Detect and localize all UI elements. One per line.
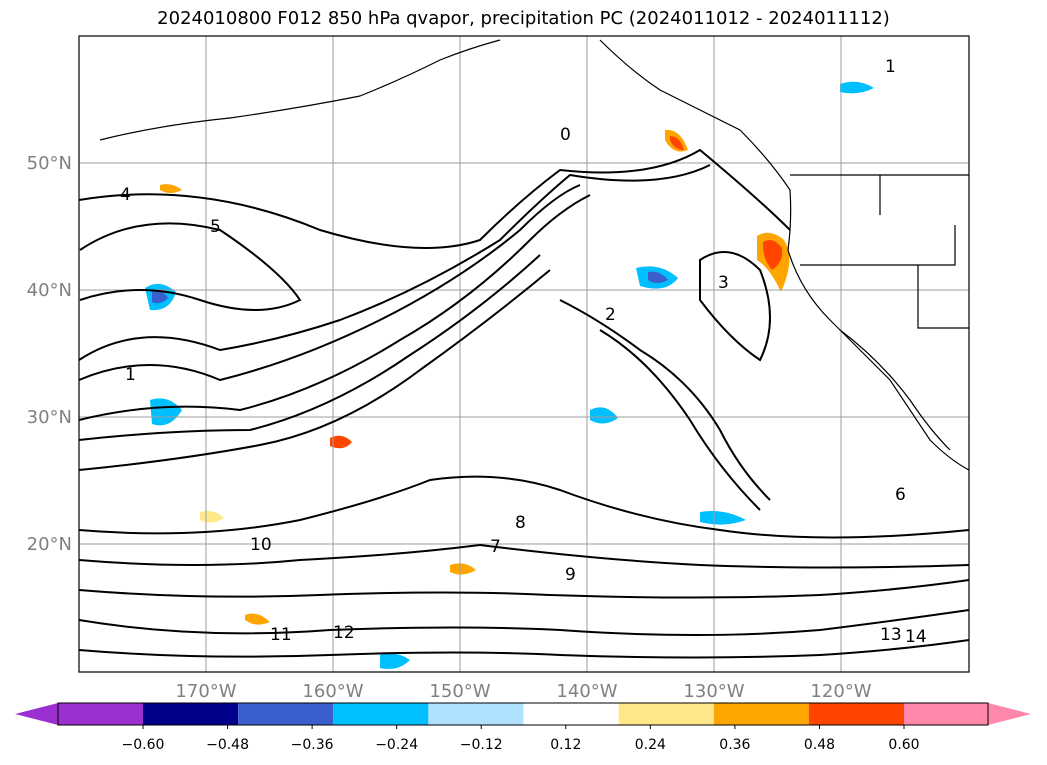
contour-label: 1 (885, 57, 896, 77)
map-background (79, 36, 969, 672)
contour-line (78, 475, 970, 539)
fill-blob (590, 407, 618, 424)
coastline-baja (839, 329, 951, 451)
fill-blob (380, 653, 410, 669)
lon-label-140w: 140°W (556, 681, 617, 702)
fill-blob (450, 563, 476, 575)
state-borders (800, 175, 969, 329)
colorbar-tick-label: −0.12 (460, 737, 503, 753)
contour-label: 0 (560, 125, 571, 145)
lon-label-160w: 160°W (302, 681, 363, 702)
lon-label-130w: 130°W (683, 681, 744, 702)
contour-label: 12 (333, 623, 355, 643)
contour-label: 4 (120, 185, 131, 205)
contour-line (78, 184, 581, 382)
colorbar-box (333, 703, 429, 725)
colorbar-box (143, 703, 239, 725)
contour-label: 3 (718, 273, 729, 293)
contour-line (78, 639, 970, 659)
fill-blob (150, 398, 182, 426)
fill-blob (648, 271, 668, 283)
colorbar: −0.60 −0.48 −0.36 −0.24 −0.12 0.12 0.24 0.36 0.4… (15, 702, 1031, 753)
contour-label: 9 (565, 565, 576, 585)
colorbar-box (58, 703, 143, 725)
colorbar-tick-label: −0.48 (206, 737, 249, 753)
contour-line (78, 254, 541, 441)
colorbar-tick-label: 0.24 (635, 737, 666, 753)
colorbar-box (428, 703, 524, 725)
fill-blob (245, 613, 270, 625)
lat-label-50n: 50°N (27, 153, 72, 174)
colorbar-box (523, 703, 619, 725)
contour-label: 11 (270, 625, 292, 645)
coastline-north-america (599, 39, 970, 471)
map-frame (78, 35, 970, 673)
coastline-alaska (99, 39, 501, 141)
contour-line (78, 609, 970, 636)
fill-blob (700, 511, 746, 525)
colorbar-tick-label: 0.60 (888, 737, 919, 753)
contour-line (78, 194, 591, 421)
contour-line (559, 299, 771, 501)
colorbar-tick-label: 0.48 (804, 737, 835, 753)
colorbar-tick-label: −0.60 (122, 737, 165, 753)
lon-label-170w: 170°W (175, 681, 236, 702)
contour-line (79, 222, 302, 311)
lat-label-30n: 30°N (27, 407, 72, 428)
contour-labels: 4 5 1 1 3 2 6 7 8 9 10 11 12 13 14 0 (120, 57, 927, 647)
contour-label: 13 (880, 625, 902, 645)
contour-label: 2 (605, 305, 616, 325)
contour-line (78, 579, 970, 599)
fill-blob (670, 136, 684, 150)
lon-axis: 170°W 160°W 150°W 140°W 130°W 120°W (175, 681, 871, 702)
lat-label-40n: 40°N (27, 280, 72, 301)
coastlines (99, 39, 970, 471)
colorbar-tick-label: 0.12 (550, 737, 581, 753)
contour-label: 10 (250, 535, 272, 555)
contour-line (78, 148, 791, 249)
colorbar-ticks: −0.60 −0.48 −0.36 −0.24 −0.12 0.12 0.24 0.36 0.4… (122, 725, 920, 753)
plot-title: 2024010800 F012 850 hPa qvapor, precipit… (157, 8, 890, 29)
colorbar-box (713, 703, 809, 725)
contour-label: 7 (490, 537, 501, 557)
lon-label-120w: 120°W (810, 681, 871, 702)
contour-line (599, 329, 761, 511)
fill-blob (160, 184, 182, 193)
colorbar-extend-min (15, 703, 58, 725)
colorbar-box (808, 703, 904, 725)
colorbar-box (904, 703, 988, 725)
lon-label-150w: 150°W (429, 681, 490, 702)
contour-label: 8 (515, 513, 526, 533)
contour-label: 1 (125, 365, 136, 385)
contour-label: 6 (895, 485, 906, 505)
colorbar-boxes (58, 703, 988, 725)
lat-label-20n: 20°N (27, 534, 72, 555)
contour-line (78, 269, 551, 471)
map-panel: 4 5 1 1 3 2 6 7 8 9 10 11 12 13 14 0 (78, 35, 970, 673)
contour-line (78, 543, 970, 569)
colorbar-tick-label: 0.36 (719, 737, 750, 753)
contour-line (699, 251, 771, 362)
colorbar-extend-max (988, 703, 1031, 725)
qvapor-contours (78, 148, 970, 659)
colorbar-box (238, 703, 334, 725)
colorbar-tick-label: −0.24 (375, 737, 418, 753)
fill-blob (840, 81, 874, 94)
contour-label: 5 (210, 217, 221, 237)
fill-blob (330, 435, 352, 449)
contour-label: 14 (905, 627, 927, 647)
colorbar-box (618, 703, 714, 725)
contour-line (78, 164, 711, 361)
colorbar-tick-label: −0.36 (291, 737, 334, 753)
lat-axis: 50°N 40°N 30°N 20°N (27, 153, 72, 555)
fill-blob (152, 290, 168, 304)
fill-blob (762, 240, 783, 270)
colorbar-outline (57, 702, 989, 726)
